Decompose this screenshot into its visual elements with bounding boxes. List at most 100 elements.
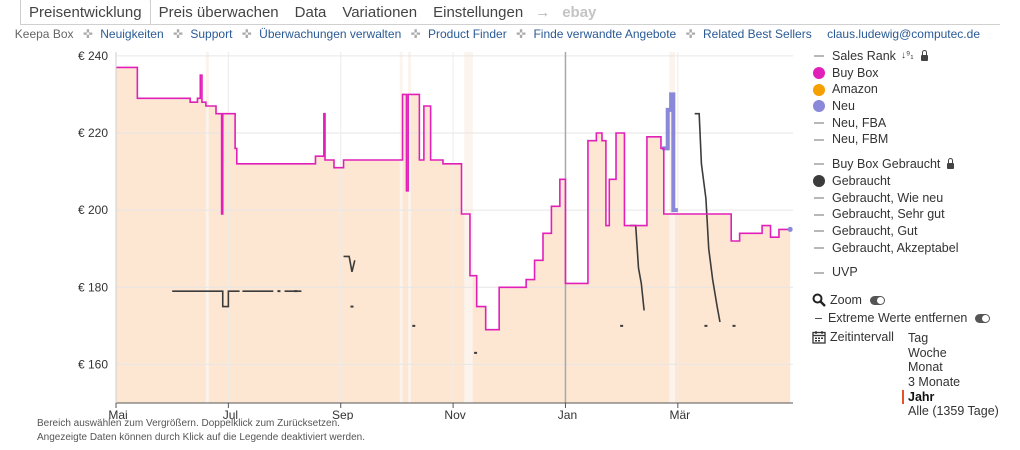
data-gap-stripe xyxy=(408,52,411,403)
account-email[interactable]: claus.ludewig@computec.de xyxy=(827,27,980,41)
dash-icon xyxy=(812,138,826,141)
legend-buy-box-gebraucht[interactable]: Buy Box Gebraucht xyxy=(812,156,1017,173)
x-tick-label: Sep xyxy=(332,408,354,420)
extreme-values-toggle[interactable] xyxy=(975,313,991,323)
extreme-values-label: Extreme Werte entfernen xyxy=(827,311,968,325)
x-tick-label: Nov xyxy=(444,408,465,420)
gebraucht-point xyxy=(474,351,478,354)
separator-icon: ✜ xyxy=(241,27,252,41)
timerange-option: Zeitintervall xyxy=(812,330,894,344)
lock-icon xyxy=(920,50,928,62)
legend-gebraucht-akzeptabel[interactable]: Gebraucht, Akzeptabel xyxy=(812,240,1017,257)
buy-box-endpoint xyxy=(787,226,793,232)
tab-preis-ueberwachen[interactable]: Preis überwachen xyxy=(158,4,279,21)
range-alle[interactable]: Alle (1359 Tage) xyxy=(908,404,999,419)
arrow-right-icon: → xyxy=(535,4,551,21)
range-woche[interactable]: Woche xyxy=(908,345,947,360)
calendar-icon xyxy=(812,331,826,344)
x-tick-label: Jan xyxy=(558,408,577,420)
legend-neu-fba[interactable]: Neu, FBA xyxy=(812,115,1017,132)
y-tick-label: € 180 xyxy=(78,280,108,294)
gebraucht-point xyxy=(704,324,708,327)
range-3-monate[interactable]: 3 Monate xyxy=(908,375,961,390)
zoom-toggle[interactable] xyxy=(869,295,885,305)
legend-neu[interactable]: Neu xyxy=(812,98,1017,115)
link-verwandte-angebote[interactable]: Finde verwandte Angebote xyxy=(533,27,677,41)
legend-sales-rank[interactable]: Sales Rank ↓⁹₁ xyxy=(812,48,1017,65)
buy-box-dot-icon xyxy=(813,67,825,80)
tab-einstellungen[interactable]: Einstellungen xyxy=(433,4,524,21)
dash-icon xyxy=(812,122,826,125)
x-tick-label: Mai xyxy=(108,408,127,420)
separator-icon: ✜ xyxy=(516,27,527,41)
legend-gebraucht-wie-neu[interactable]: Gebraucht, Wie neu xyxy=(812,190,1017,207)
legend-gebraucht-gut[interactable]: Gebraucht, Gut xyxy=(812,223,1017,240)
tab-variationen[interactable]: Variationen xyxy=(342,4,418,21)
dash-icon xyxy=(812,196,826,199)
data-gap-stripe xyxy=(464,52,473,403)
timerange-list: Tag Woche Monat 3 Monate Jahr Alle (1359… xyxy=(902,331,999,419)
legend-gebraucht[interactable]: Gebraucht xyxy=(812,173,1017,190)
y-tick-label: € 220 xyxy=(78,126,108,140)
data-gap-stripe xyxy=(399,52,403,403)
sort-icon[interactable]: ↓⁹₁ xyxy=(900,50,914,61)
dash-icon xyxy=(812,163,826,166)
lock-icon xyxy=(947,158,955,170)
legend-uvp[interactable]: UVP xyxy=(812,264,1017,281)
gebraucht-line xyxy=(694,112,721,323)
zoom-option: Zoom xyxy=(812,293,885,307)
range-jahr[interactable]: Jahr xyxy=(902,389,999,405)
range-monat[interactable]: Monat xyxy=(908,360,943,375)
link-support[interactable]: Support xyxy=(190,27,233,41)
data-gap-stripe xyxy=(205,52,209,403)
dash-icon xyxy=(812,55,826,58)
y-tick-label: € 200 xyxy=(78,203,108,217)
legend-neu-fbm[interactable]: Neu, FBM xyxy=(812,131,1017,148)
zoom-label: Zoom xyxy=(830,293,862,307)
dash-icon xyxy=(812,246,826,249)
gebraucht-line xyxy=(172,290,240,308)
y-tick-label: € 160 xyxy=(78,357,108,371)
tab-data[interactable]: Data xyxy=(294,4,327,21)
link-product-finder[interactable]: Product Finder xyxy=(428,27,507,41)
x-tick-label: Jul xyxy=(223,408,238,420)
separator-icon: ✜ xyxy=(410,27,421,41)
chart-legend: Sales Rank ↓⁹₁ Buy Box Amazon Neu Neu, F… xyxy=(812,48,1017,281)
gebraucht-point xyxy=(620,324,624,327)
gebraucht-line xyxy=(343,255,356,273)
link-related-best-sellers[interactable]: Related Best Sellers xyxy=(702,27,812,41)
tab-divider xyxy=(20,24,1000,25)
tab-ebay[interactable]: ebay xyxy=(562,4,597,21)
amazon-dot-icon xyxy=(813,83,825,96)
zoom-hint: Bereich auswählen zum Vergrößern. Doppel… xyxy=(37,418,340,429)
keepa-box-label: Keepa Box xyxy=(14,27,74,41)
dash-icon xyxy=(812,213,826,216)
data-gap-stripe xyxy=(669,52,676,403)
extreme-values-option: – Extreme Werte entfernen xyxy=(812,311,991,325)
legend-gebraucht-sehr-gut[interactable]: Gebraucht, Sehr gut xyxy=(812,206,1017,223)
link-ueberwachungen[interactable]: Überwachungen verwalten xyxy=(259,27,402,41)
neu-line xyxy=(662,92,678,213)
dash-icon xyxy=(812,230,826,233)
legend-amazon[interactable]: Amazon xyxy=(812,81,1017,98)
gebraucht-point xyxy=(350,305,354,308)
dash-icon: – xyxy=(815,311,822,325)
separator-icon: ✜ xyxy=(172,27,184,41)
timerange-label: Zeitintervall xyxy=(830,330,894,344)
link-bar: Keepa Box ✜ Neuigkeiten ✜ Support ✜ Über… xyxy=(0,27,980,41)
gebraucht-point xyxy=(294,290,298,293)
x-tick-label: Mär xyxy=(669,408,690,420)
magnifier-icon xyxy=(812,293,826,307)
gebraucht-point xyxy=(412,324,416,327)
gebraucht-dot-icon xyxy=(813,175,825,188)
link-neuigkeiten[interactable]: Neuigkeiten xyxy=(100,27,164,41)
tab-preisentwicklung[interactable]: Preisentwicklung xyxy=(20,0,151,24)
y-tick-label: € 240 xyxy=(78,49,108,63)
buy-box-line xyxy=(116,66,791,331)
legend-buy-box[interactable]: Buy Box xyxy=(812,65,1017,82)
price-history-chart[interactable]: € 160 € 180 € 200 € 220 € 240 Mai Jul Sep Nov Jan… xyxy=(0,44,800,420)
dash-icon xyxy=(812,271,826,274)
separator-icon: ✜ xyxy=(685,27,696,41)
tab-bar: Preisentwicklung Preis überwachen Data V… xyxy=(20,0,604,24)
range-tag[interactable]: Tag xyxy=(908,331,929,345)
